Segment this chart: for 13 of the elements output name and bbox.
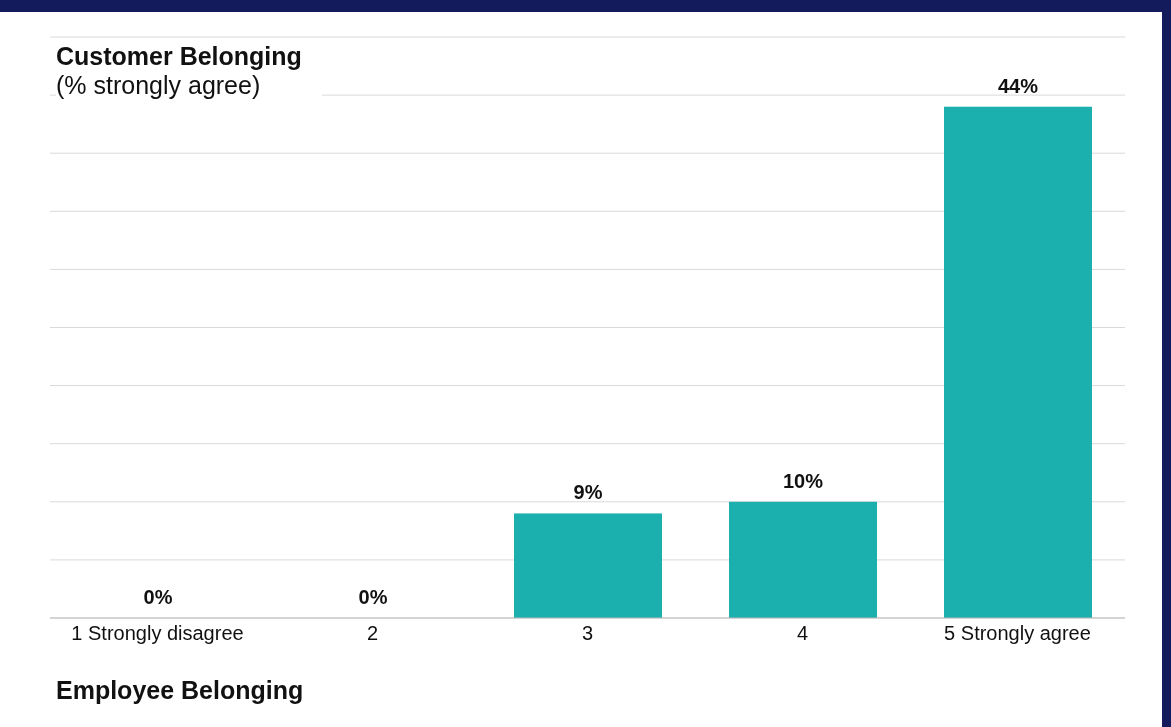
x-tick-label: 2 <box>366 622 379 645</box>
x-axis-title: Employee Belonging <box>56 676 304 705</box>
x-tick-label: 4 <box>796 622 809 645</box>
x-tick-label: 3 <box>581 622 594 645</box>
chart-title: Customer Belonging <box>56 42 302 71</box>
data-label: 0% <box>143 586 173 608</box>
text: (% strongly agree) <box>56 71 262 100</box>
data-label: 44% <box>997 74 1039 97</box>
x-tick-label: 1 Strongly disagree <box>71 622 244 645</box>
data-label: 0% <box>358 586 388 608</box>
data-label: 10% <box>782 469 824 492</box>
data-label: 9% <box>573 481 603 504</box>
x-tick-label: 5 Strongly agree <box>944 622 1091 645</box>
